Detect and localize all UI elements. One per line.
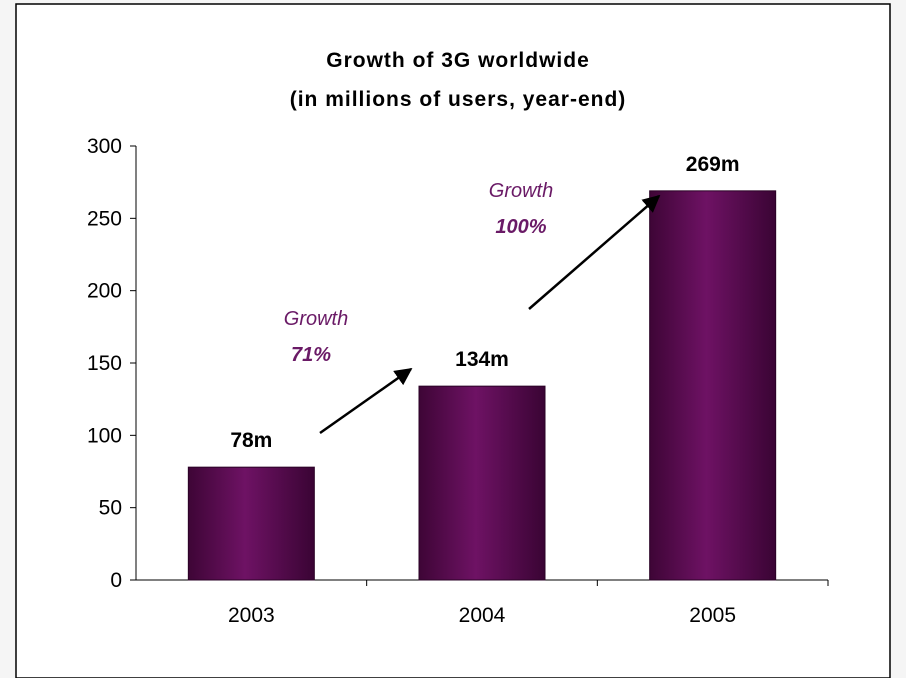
growth-label: Growth — [284, 308, 348, 330]
growth-value: 71% — [291, 344, 331, 366]
x-tick-label: 2004 — [459, 604, 506, 627]
data-labels: 78m 134m 269m — [230, 153, 739, 452]
y-tick-label: 50 — [99, 497, 122, 520]
data-label: 134m — [455, 348, 509, 371]
x-tick-label: 2003 — [228, 604, 275, 627]
growth-arrow — [319, 367, 413, 435]
y-tick-label: 250 — [87, 207, 122, 230]
y-tick-label: 100 — [87, 424, 122, 447]
growth-annotation-1: Growth 71% — [284, 308, 413, 435]
y-axis-ticks: 0 50 100 150 200 250 300 — [87, 135, 136, 592]
chart-title: Growth of 3G worldwide — [326, 49, 590, 72]
y-tick-label: 300 — [87, 135, 122, 158]
y-tick-label: 0 — [110, 569, 122, 592]
growth-arrow — [528, 194, 661, 310]
bar-series — [187, 190, 777, 581]
growth-label: Growth — [489, 180, 553, 202]
x-axis-ticks: 2003 2004 2005 — [228, 580, 829, 627]
data-label: 78m — [230, 429, 272, 452]
x-tick-label: 2005 — [689, 604, 736, 627]
bar-2003 — [187, 466, 315, 581]
bar-2005 — [649, 190, 777, 581]
y-tick-label: 200 — [87, 280, 122, 303]
bar-2004 — [418, 385, 546, 581]
growth-annotation-2: Growth 100% — [489, 180, 661, 310]
y-tick-label: 150 — [87, 352, 122, 375]
growth-value: 100% — [495, 216, 546, 238]
chart-subtitle: (in millions of users, year-end) — [290, 88, 627, 111]
data-label: 269m — [686, 153, 740, 176]
